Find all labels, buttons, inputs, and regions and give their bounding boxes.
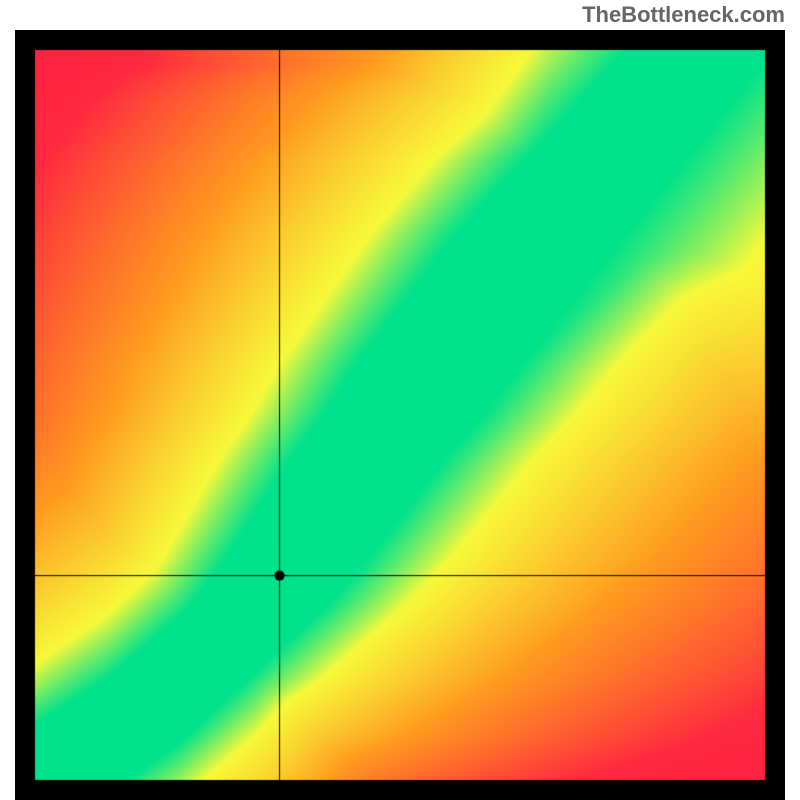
heatmap-plot xyxy=(15,30,785,800)
heatmap-canvas xyxy=(15,30,785,800)
watermark-text: TheBottleneck.com xyxy=(582,2,785,28)
